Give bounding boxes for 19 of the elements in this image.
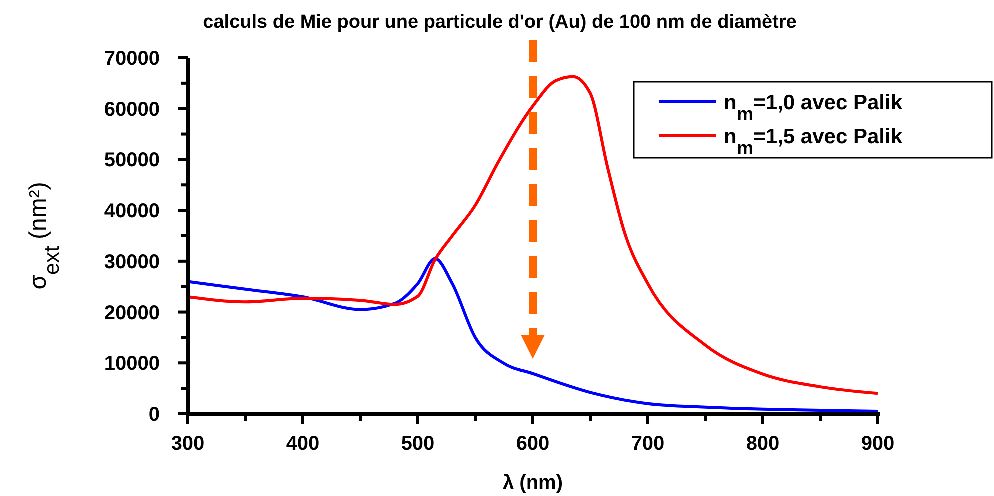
legend-label: n$_{m}$=1,5 avec Palik (724, 125, 903, 159)
y-tick-label: 20000 (104, 302, 160, 324)
y-tick-label: 0 (148, 404, 160, 426)
x-tick-label: 300 (171, 433, 205, 455)
x-tick-label: 800 (746, 433, 780, 455)
y-tick-label: 40000 (104, 200, 160, 223)
x-tick-label: 900 (861, 433, 895, 455)
legend-label: n$_{m}$=1,0 avec Palik (724, 91, 903, 125)
x-tick-label: 500 (401, 433, 435, 455)
x-tick-label: 600 (516, 433, 550, 455)
x-tick-label: 700 (631, 433, 665, 455)
x-tick-label: 400 (286, 433, 320, 455)
y-tick-label: 60000 (104, 98, 160, 121)
y-tick-label: 30000 (104, 251, 160, 274)
x-axis-title: λ (nm) (503, 472, 563, 494)
y-tick-label: 50000 (104, 150, 160, 172)
y-tick-label: 70000 (104, 48, 160, 70)
chart-title: calculs de Mie pour une particule d'or (Au) de 100 nm de diamètre (203, 12, 797, 33)
y-tick-label: 10000 (104, 353, 160, 376)
